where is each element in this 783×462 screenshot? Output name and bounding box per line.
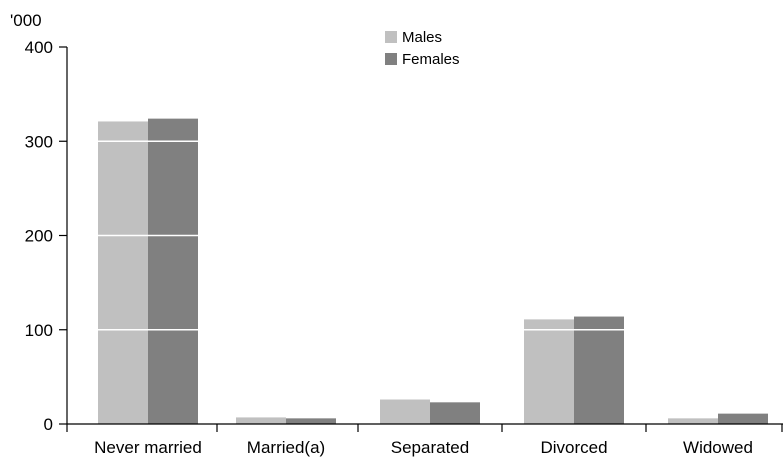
bar-males-widowed	[668, 418, 718, 424]
y-tick-label-100: 100	[25, 321, 53, 340]
axes-layer: 0 100 200 300 400 Never married Married(a) Sepa…	[25, 38, 783, 457]
bar-males-divorced	[524, 319, 574, 424]
y-tick-label-400: 400	[25, 38, 53, 57]
legend-label-males: Males	[402, 29, 442, 46]
x-tick-label-divorced: Divorced	[540, 438, 607, 457]
bar-females-separated	[430, 402, 480, 424]
x-tick-label-married-a: Married(a)	[247, 438, 325, 457]
legend-label-females: Females	[402, 51, 460, 68]
bar-males-separated	[380, 399, 430, 424]
y-tick-label-300: 300	[25, 132, 53, 151]
legend-swatch-males	[385, 31, 397, 43]
bar-females-never-married	[148, 118, 198, 424]
bar-females-divorced	[574, 316, 624, 424]
y-tick-label-200: 200	[25, 227, 53, 246]
x-tick-label-separated: Separated	[391, 438, 469, 457]
bar-males-married-a	[236, 417, 286, 424]
bar-males-never-married	[98, 121, 148, 425]
legend: Males Females	[385, 29, 460, 68]
bar-females-married-a	[286, 418, 336, 424]
legend-swatch-females	[385, 53, 397, 65]
y-tick-label-0: 0	[44, 415, 53, 434]
gridlines-layer	[68, 46, 783, 331]
y-axis-unit-label: '000	[10, 11, 42, 30]
x-tick-label-widowed: Widowed	[683, 438, 753, 457]
bar-females-widowed	[718, 413, 768, 424]
bars-layer	[98, 118, 768, 425]
x-tick-label-never-married: Never married	[94, 438, 202, 457]
